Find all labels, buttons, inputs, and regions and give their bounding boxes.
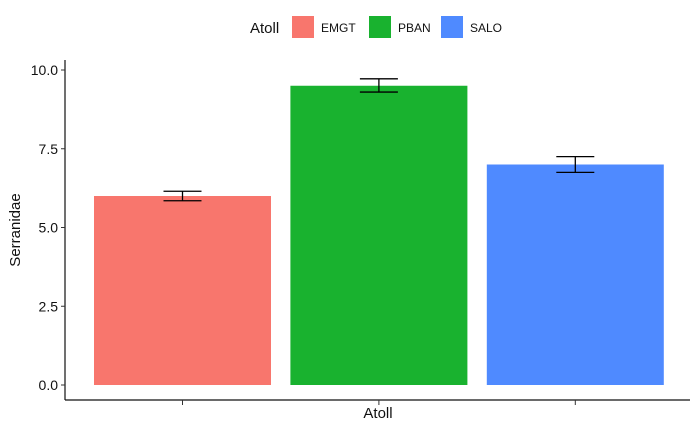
legend-label-salo: SALO [470, 21, 502, 35]
bars [94, 85, 664, 385]
y-tick-label: 5.0 [39, 220, 59, 236]
legend: Atoll EMGT PBAN SALO [250, 16, 502, 38]
x-axis-title: Atoll [363, 405, 392, 422]
y-axis: 0.0 2.5 5.0 7.5 10.0 [31, 60, 66, 400]
legend-key-salo [441, 16, 463, 38]
y-tick-label: 10.0 [31, 62, 58, 78]
legend-title: Atoll [250, 20, 279, 37]
y-tick-label: 7.5 [39, 141, 59, 157]
legend-key-pban [369, 16, 391, 38]
x-axis [65, 399, 690, 405]
y-tick-label: 0.0 [39, 377, 59, 393]
y-tick-label: 2.5 [39, 298, 59, 314]
legend-label-pban: PBAN [398, 21, 431, 35]
legend-key-emgt [292, 16, 314, 38]
error-bars [163, 78, 595, 202]
bar-salo [486, 164, 664, 385]
y-axis-title: Serranidae [7, 193, 24, 266]
bar-emgt [94, 196, 271, 385]
legend-label-emgt: EMGT [321, 21, 356, 35]
bar-pban [290, 85, 468, 385]
